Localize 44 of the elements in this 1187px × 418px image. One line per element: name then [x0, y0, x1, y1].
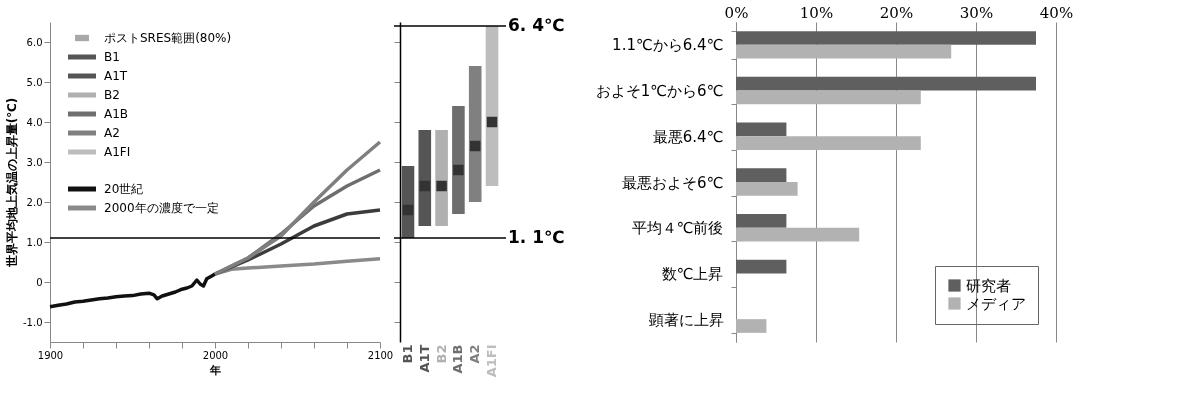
y-tick-label: 1.0: [26, 236, 43, 248]
legend-label: ポストSRES範囲(80%): [104, 31, 232, 45]
y-tick-label: -1.0: [22, 316, 43, 328]
y-tick-label: 数℃上昇: [661, 264, 724, 283]
legend-label: 20世紀: [104, 182, 144, 196]
x-tick-label: 40%: [1039, 3, 1074, 22]
x-tick-label: 0%: [724, 3, 749, 22]
legend-label: メディア: [966, 294, 1026, 313]
x-tick-label: 2000: [202, 349, 229, 361]
ref-line-label: 1. 1℃: [508, 227, 565, 247]
category-label: A1B: [104, 107, 129, 121]
y-tick-label: 3.0: [26, 156, 43, 168]
y-axis-title: 世界平均地上気温の上昇量(℃): [4, 97, 19, 269]
y-tick-label: 最悪およそ6℃: [622, 173, 724, 192]
x-tick-label: 20%: [879, 3, 914, 22]
y-tick-label: 1.1℃から6.4℃: [612, 36, 724, 55]
y-tick-label: 顕著に上昇: [647, 310, 724, 329]
category-label: B1: [104, 50, 120, 64]
y-tick-label: 4.0: [26, 116, 43, 128]
x-tick-label: 10%: [799, 3, 834, 22]
x-tick-label: 30%: [959, 3, 994, 22]
category-label: B2: [104, 88, 120, 102]
x-tick-label: A2: [467, 344, 483, 364]
x-tick-label: A1B: [450, 344, 466, 374]
x-tick-label: A1FI: [484, 344, 500, 378]
y-tick-label: およそ1℃から6℃: [595, 82, 724, 101]
ref-line-label: 6. 4℃: [508, 15, 565, 35]
y-tick-label: 5.0: [26, 76, 43, 88]
category-label: A1FI: [104, 145, 131, 159]
x-tick-label: B2: [433, 344, 449, 364]
y-tick-label: 平均４℃前後: [631, 219, 724, 238]
legend-label: 2000年の濃度で一定: [104, 201, 219, 215]
y-tick-label: 2.0: [26, 196, 43, 208]
category-label: A1T: [104, 69, 128, 83]
x-tick-label: A1T: [416, 344, 432, 373]
y-tick-label: 0: [36, 276, 43, 288]
category-label: A2: [104, 126, 120, 140]
x-tick-label: B1: [399, 344, 415, 364]
x-axis-title: 年: [209, 363, 221, 377]
legend-label: 研究者: [966, 276, 1011, 295]
y-tick-label: 最悪6.4℃: [652, 127, 724, 146]
x-tick-label: 2100: [367, 349, 394, 361]
x-tick-label: 1900: [37, 349, 64, 361]
y-tick-label: 6.0: [26, 36, 43, 48]
